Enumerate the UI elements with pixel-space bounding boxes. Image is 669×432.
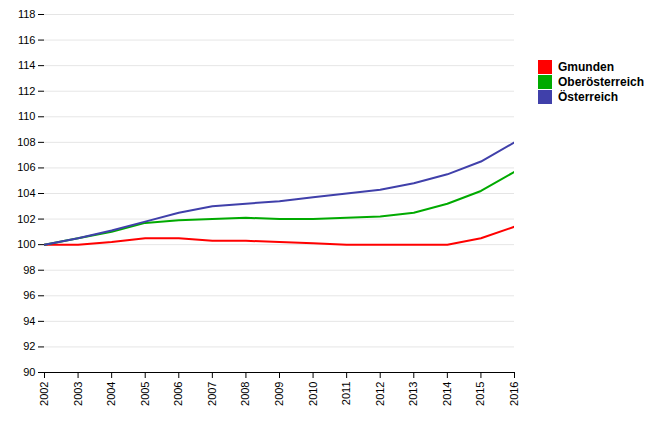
svg-text:94: 94 bbox=[23, 315, 35, 327]
svg-text:2015: 2015 bbox=[474, 382, 486, 406]
svg-text:2003: 2003 bbox=[72, 382, 84, 406]
svg-text:110: 110 bbox=[18, 110, 36, 122]
svg-text:2009: 2009 bbox=[273, 382, 285, 406]
svg-text:2004: 2004 bbox=[105, 382, 117, 406]
svg-text:2005: 2005 bbox=[139, 382, 151, 406]
svg-text:116: 116 bbox=[18, 34, 36, 46]
svg-text:2008: 2008 bbox=[239, 382, 251, 406]
svg-text:2007: 2007 bbox=[206, 382, 218, 406]
svg-text:104: 104 bbox=[17, 187, 35, 199]
svg-text:2013: 2013 bbox=[407, 382, 419, 406]
svg-text:2010: 2010 bbox=[307, 382, 319, 406]
html-text:Oberösterreich: Oberösterreich bbox=[558, 75, 644, 89]
svg-text:2014: 2014 bbox=[441, 382, 453, 406]
svg-text:102: 102 bbox=[17, 213, 35, 225]
svg-text:98: 98 bbox=[23, 264, 35, 276]
svg-text:2002: 2002 bbox=[38, 382, 50, 406]
svg-text:92: 92 bbox=[23, 340, 35, 352]
svg-text:108: 108 bbox=[17, 136, 35, 148]
svg-text:2006: 2006 bbox=[172, 382, 184, 406]
svg-text:100: 100 bbox=[17, 238, 35, 250]
svg-text:2012: 2012 bbox=[374, 382, 386, 406]
svg-text:106: 106 bbox=[17, 161, 35, 173]
svg-text:96: 96 bbox=[23, 289, 35, 301]
svg-text:118: 118 bbox=[18, 8, 36, 20]
svg-text:112: 112 bbox=[18, 85, 36, 97]
svg-text:114: 114 bbox=[18, 59, 36, 71]
svg-text:2016: 2016 bbox=[508, 382, 520, 406]
html-text:Gmunden: Gmunden bbox=[558, 60, 614, 74]
html-text:Österreich: Österreich bbox=[558, 90, 618, 104]
svg-text:90: 90 bbox=[23, 366, 35, 378]
svg-text:2011: 2011 bbox=[340, 382, 352, 406]
